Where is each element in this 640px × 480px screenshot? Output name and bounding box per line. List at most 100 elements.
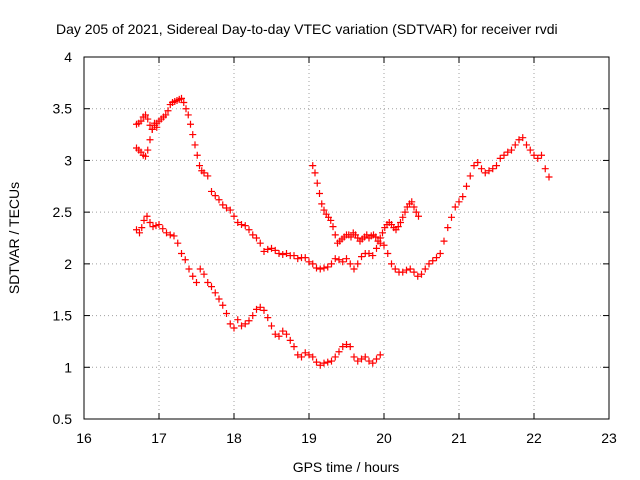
data-point	[142, 111, 149, 119]
data-point	[421, 265, 429, 273]
data-point	[451, 203, 459, 211]
y-tick-label: 0.5	[53, 411, 73, 427]
data-point	[153, 119, 161, 127]
data-point	[196, 265, 204, 273]
data-point	[181, 256, 189, 264]
data-point	[271, 330, 279, 338]
data-point	[346, 343, 354, 351]
data-point	[230, 212, 238, 220]
y-tick-label: 4	[64, 49, 72, 65]
data-point	[350, 265, 358, 273]
data-point	[327, 216, 335, 224]
data-point	[193, 278, 200, 286]
data-point	[149, 223, 157, 231]
data-point	[369, 252, 377, 260]
data-point	[433, 254, 440, 262]
data-point	[354, 357, 362, 365]
data-point	[249, 231, 257, 239]
data-point	[238, 221, 245, 229]
data-series	[133, 119, 161, 160]
data-point	[245, 317, 253, 325]
data-point	[316, 361, 324, 369]
data-point	[226, 206, 234, 214]
data-point	[309, 353, 317, 361]
data-point	[373, 355, 380, 363]
data-point	[286, 336, 294, 344]
data-point	[226, 320, 234, 328]
data-point	[361, 353, 369, 361]
data-point	[376, 234, 384, 242]
data-point	[331, 231, 339, 239]
data-point	[391, 265, 399, 273]
data-point	[238, 322, 245, 330]
data-point	[162, 111, 170, 119]
data-point	[140, 216, 148, 224]
data-point	[406, 265, 414, 273]
data-point	[369, 359, 377, 367]
data-point	[164, 107, 172, 115]
data-point	[215, 196, 223, 204]
data-point	[515, 136, 523, 144]
data-point	[379, 229, 386, 237]
chart-title: Day 205 of 2021, Sidereal Day-to-day VTE…	[56, 21, 558, 37]
data-point	[519, 134, 527, 142]
data-point	[144, 146, 152, 154]
data-point	[223, 204, 230, 212]
data-point	[305, 351, 313, 359]
data-point	[523, 141, 530, 149]
data-point	[500, 151, 508, 159]
data-point	[146, 136, 154, 144]
data-point	[410, 268, 418, 276]
data-point	[328, 357, 335, 365]
data-point	[174, 239, 182, 247]
data-point	[324, 358, 332, 366]
data-point	[415, 212, 422, 220]
data-point	[316, 190, 323, 198]
data-point	[545, 173, 553, 181]
data-point	[193, 151, 201, 159]
data-point	[320, 264, 328, 272]
data-point	[146, 218, 154, 226]
data-point	[309, 162, 317, 170]
data-point	[320, 359, 328, 367]
data-point	[394, 223, 402, 231]
data-point	[178, 94, 185, 102]
data-point	[474, 158, 482, 166]
data-point	[328, 260, 335, 268]
data-point	[414, 272, 422, 280]
data-point	[309, 260, 317, 268]
data-point	[189, 131, 197, 139]
y-tick-label: 1.5	[53, 308, 73, 324]
data-point	[191, 141, 199, 149]
data-point	[412, 208, 420, 216]
data-point	[372, 233, 380, 241]
data-point	[290, 252, 298, 260]
plot-frame	[83, 56, 610, 420]
data-point	[455, 198, 463, 206]
data-point	[399, 268, 407, 276]
data-point	[504, 148, 512, 156]
data-point	[219, 201, 227, 209]
data-point	[208, 187, 215, 195]
data-point	[444, 224, 452, 232]
data-point	[496, 154, 504, 162]
data-point	[234, 218, 242, 226]
x-tick-label: 23	[601, 430, 617, 446]
data-point	[418, 270, 425, 278]
data-point	[196, 162, 203, 170]
data-point	[313, 358, 320, 366]
data-point	[241, 222, 249, 230]
data-point	[144, 115, 152, 123]
data-point	[260, 247, 268, 255]
data-point	[142, 152, 149, 160]
data-point	[294, 255, 302, 263]
data-point	[279, 327, 287, 335]
data-point	[230, 324, 238, 332]
data-point	[478, 165, 485, 173]
data-point	[234, 316, 242, 324]
data-point	[301, 254, 309, 262]
data-series	[133, 212, 384, 369]
data-point	[440, 237, 448, 245]
data-point	[283, 250, 290, 258]
